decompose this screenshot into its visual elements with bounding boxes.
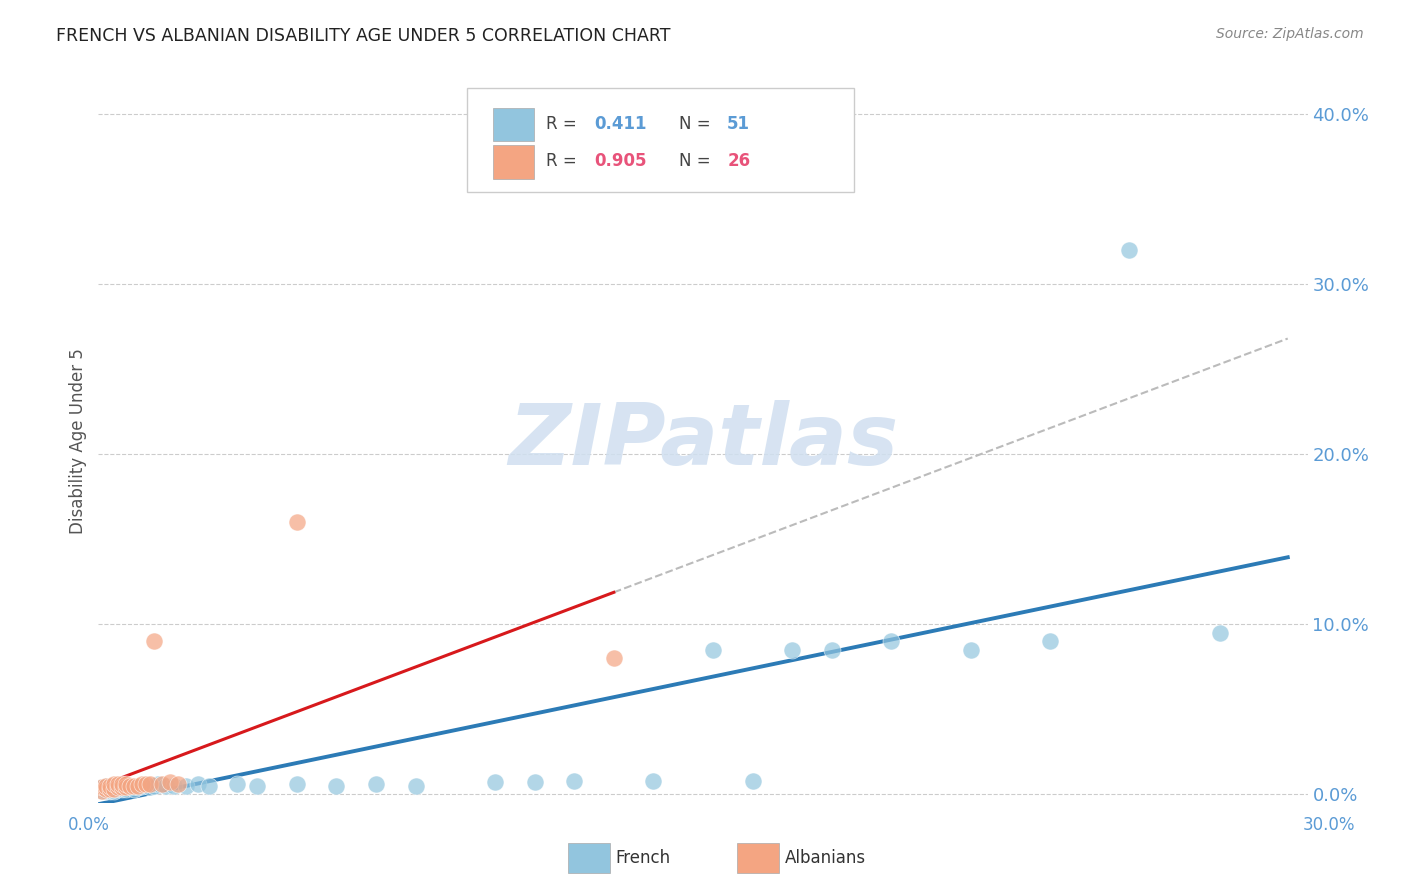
- Point: [103, 782, 125, 797]
- Point: [98, 782, 121, 797]
- Point: [103, 780, 125, 795]
- Point: [96, 780, 118, 795]
- Point: [174, 779, 197, 793]
- Point: [91, 784, 114, 798]
- Point: [115, 777, 138, 791]
- Point: [702, 642, 724, 657]
- Point: [91, 780, 114, 795]
- Text: N =: N =: [679, 153, 716, 170]
- Point: [159, 775, 181, 789]
- Point: [880, 634, 903, 648]
- Text: 0.0%: 0.0%: [67, 816, 110, 834]
- Point: [562, 773, 585, 788]
- Point: [111, 782, 134, 797]
- Point: [741, 773, 763, 788]
- Point: [186, 777, 208, 791]
- Point: [155, 779, 177, 793]
- Point: [98, 779, 121, 793]
- Point: [285, 516, 308, 530]
- Point: [91, 780, 114, 795]
- Point: [131, 779, 153, 793]
- FancyBboxPatch shape: [492, 108, 534, 141]
- Text: N =: N =: [679, 115, 716, 133]
- Point: [821, 642, 844, 657]
- Point: [484, 775, 506, 789]
- Point: [91, 784, 114, 798]
- Point: [91, 782, 114, 797]
- Point: [163, 779, 186, 793]
- Point: [111, 777, 134, 791]
- Text: Albanians: Albanians: [785, 849, 866, 867]
- Point: [405, 779, 427, 793]
- Point: [103, 782, 125, 797]
- Point: [111, 780, 134, 795]
- Point: [603, 651, 626, 665]
- Text: ZIPatlas: ZIPatlas: [508, 400, 898, 483]
- Point: [120, 780, 142, 795]
- Point: [98, 782, 121, 797]
- Text: 26: 26: [727, 153, 751, 170]
- Text: FRENCH VS ALBANIAN DISABILITY AGE UNDER 5 CORRELATION CHART: FRENCH VS ALBANIAN DISABILITY AGE UNDER …: [56, 27, 671, 45]
- Point: [107, 782, 129, 797]
- Point: [98, 779, 121, 793]
- Point: [98, 784, 121, 798]
- Point: [643, 773, 665, 788]
- Point: [96, 782, 118, 797]
- Point: [325, 779, 347, 793]
- Point: [96, 784, 118, 798]
- Point: [150, 777, 173, 791]
- Point: [122, 782, 145, 797]
- Point: [122, 779, 145, 793]
- Text: 30.0%: 30.0%: [1302, 816, 1355, 834]
- Point: [107, 780, 129, 795]
- Point: [103, 784, 125, 798]
- Text: Source: ZipAtlas.com: Source: ZipAtlas.com: [1216, 27, 1364, 41]
- Point: [139, 777, 162, 791]
- Point: [98, 780, 121, 795]
- Point: [1118, 244, 1140, 258]
- Point: [107, 779, 129, 793]
- Point: [127, 780, 149, 795]
- Point: [96, 779, 118, 793]
- Point: [103, 777, 125, 791]
- Point: [96, 782, 118, 797]
- Point: [115, 782, 138, 797]
- Point: [959, 642, 981, 657]
- Point: [131, 777, 153, 791]
- Point: [226, 777, 249, 791]
- Point: [96, 779, 118, 793]
- Point: [142, 634, 165, 648]
- Point: [107, 780, 129, 795]
- FancyBboxPatch shape: [492, 145, 534, 178]
- Point: [364, 777, 387, 791]
- Point: [166, 777, 188, 791]
- Text: French: French: [616, 849, 671, 867]
- Point: [1209, 625, 1232, 640]
- Point: [115, 780, 138, 795]
- Point: [107, 777, 129, 791]
- Point: [523, 775, 546, 789]
- Point: [780, 642, 803, 657]
- Point: [1039, 634, 1062, 648]
- Point: [127, 779, 149, 793]
- Point: [198, 779, 221, 793]
- Text: R =: R =: [546, 153, 582, 170]
- Y-axis label: Disability Age Under 5: Disability Age Under 5: [69, 349, 87, 534]
- Point: [111, 780, 134, 795]
- Point: [139, 780, 162, 795]
- Point: [120, 779, 142, 793]
- Text: R =: R =: [546, 115, 582, 133]
- FancyBboxPatch shape: [467, 87, 855, 193]
- Point: [135, 777, 157, 791]
- Text: 51: 51: [727, 115, 751, 133]
- Point: [246, 779, 269, 793]
- Point: [142, 779, 165, 793]
- Point: [285, 777, 308, 791]
- Text: 0.411: 0.411: [595, 115, 647, 133]
- Point: [146, 777, 169, 791]
- Text: 0.905: 0.905: [595, 153, 647, 170]
